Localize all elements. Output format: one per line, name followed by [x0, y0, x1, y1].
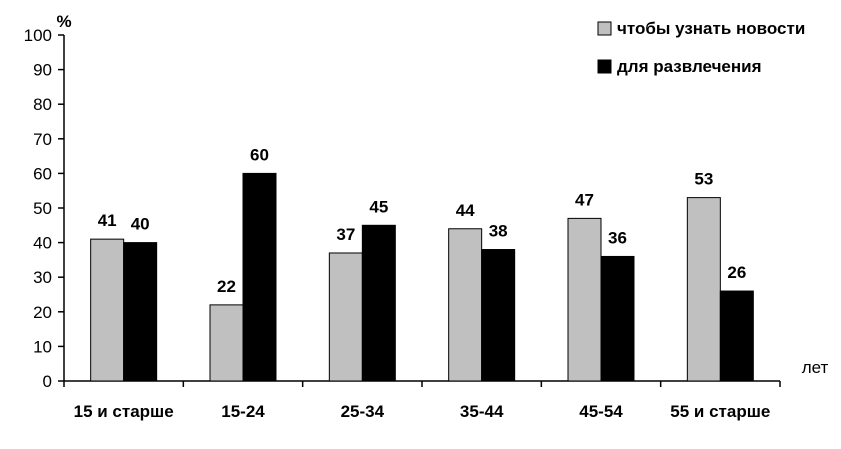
x-category-label: 45-54 [579, 402, 623, 421]
y-tick-label: 30 [33, 268, 52, 287]
x-axis-unit-label: лет [802, 358, 829, 377]
y-tick-label: 10 [33, 337, 52, 356]
y-tick-label: 50 [33, 199, 52, 218]
bar-news [686, 197, 721, 382]
x-axis: 15 и старше 15-24 25-34 35-44 45-54 55 и стар… [63, 380, 781, 421]
data-label: 47 [575, 190, 594, 209]
bar-entertainment [123, 242, 158, 382]
bar-news [90, 238, 125, 382]
x-category-label: 15-24 [221, 402, 265, 421]
bar-entertainment [481, 249, 516, 382]
x-category-label: 25-34 [341, 402, 385, 421]
data-label: 60 [250, 145, 269, 164]
bar-news [567, 217, 602, 382]
bar-entertainment [361, 224, 396, 382]
data-label: 26 [727, 263, 746, 282]
y-axis-unit-label: % [56, 12, 71, 31]
data-label: 53 [694, 170, 713, 189]
y-tick-label: 70 [33, 130, 52, 149]
y-tick-label: 40 [33, 234, 52, 253]
bar-entertainment [600, 255, 635, 382]
y-tick-label: 0 [43, 372, 52, 391]
x-category-label: 35-44 [460, 402, 504, 421]
legend-label-news: чтобы узнать новости [617, 19, 805, 38]
y-tick-label: 60 [33, 164, 52, 183]
legend-swatch-entertainment [597, 59, 612, 74]
legend-label-entertainment: для развлечения [617, 57, 762, 76]
data-label: 40 [131, 215, 150, 234]
y-tick-label: 80 [33, 95, 52, 114]
data-label: 44 [456, 201, 475, 220]
data-label: 38 [489, 222, 508, 241]
bars [90, 172, 754, 382]
x-category-label: 15 и старше [74, 402, 174, 421]
data-labels: 41 40 22 60 37 45 44 38 47 36 53 26 [98, 145, 747, 295]
legend: чтобы узнать новости для развлечения [597, 19, 805, 76]
bar-entertainment [719, 290, 754, 382]
x-category-label: 55 и старше [670, 402, 770, 421]
bar-news [328, 252, 363, 382]
bar-news [448, 228, 483, 382]
y-tick-label: 100 [24, 26, 52, 45]
bar-news [209, 304, 244, 382]
y-tick-label: 20 [33, 303, 52, 322]
y-tick-label: 90 [33, 61, 52, 80]
bar-entertainment [242, 172, 277, 382]
data-label: 36 [608, 228, 627, 247]
data-label: 41 [98, 211, 117, 230]
y-axis: 0 10 20 30 40 50 60 70 80 90 100 [24, 26, 65, 391]
data-label: 22 [217, 277, 236, 296]
data-label: 45 [369, 197, 388, 216]
legend-swatch-news [597, 21, 612, 36]
data-label: 37 [336, 225, 355, 244]
